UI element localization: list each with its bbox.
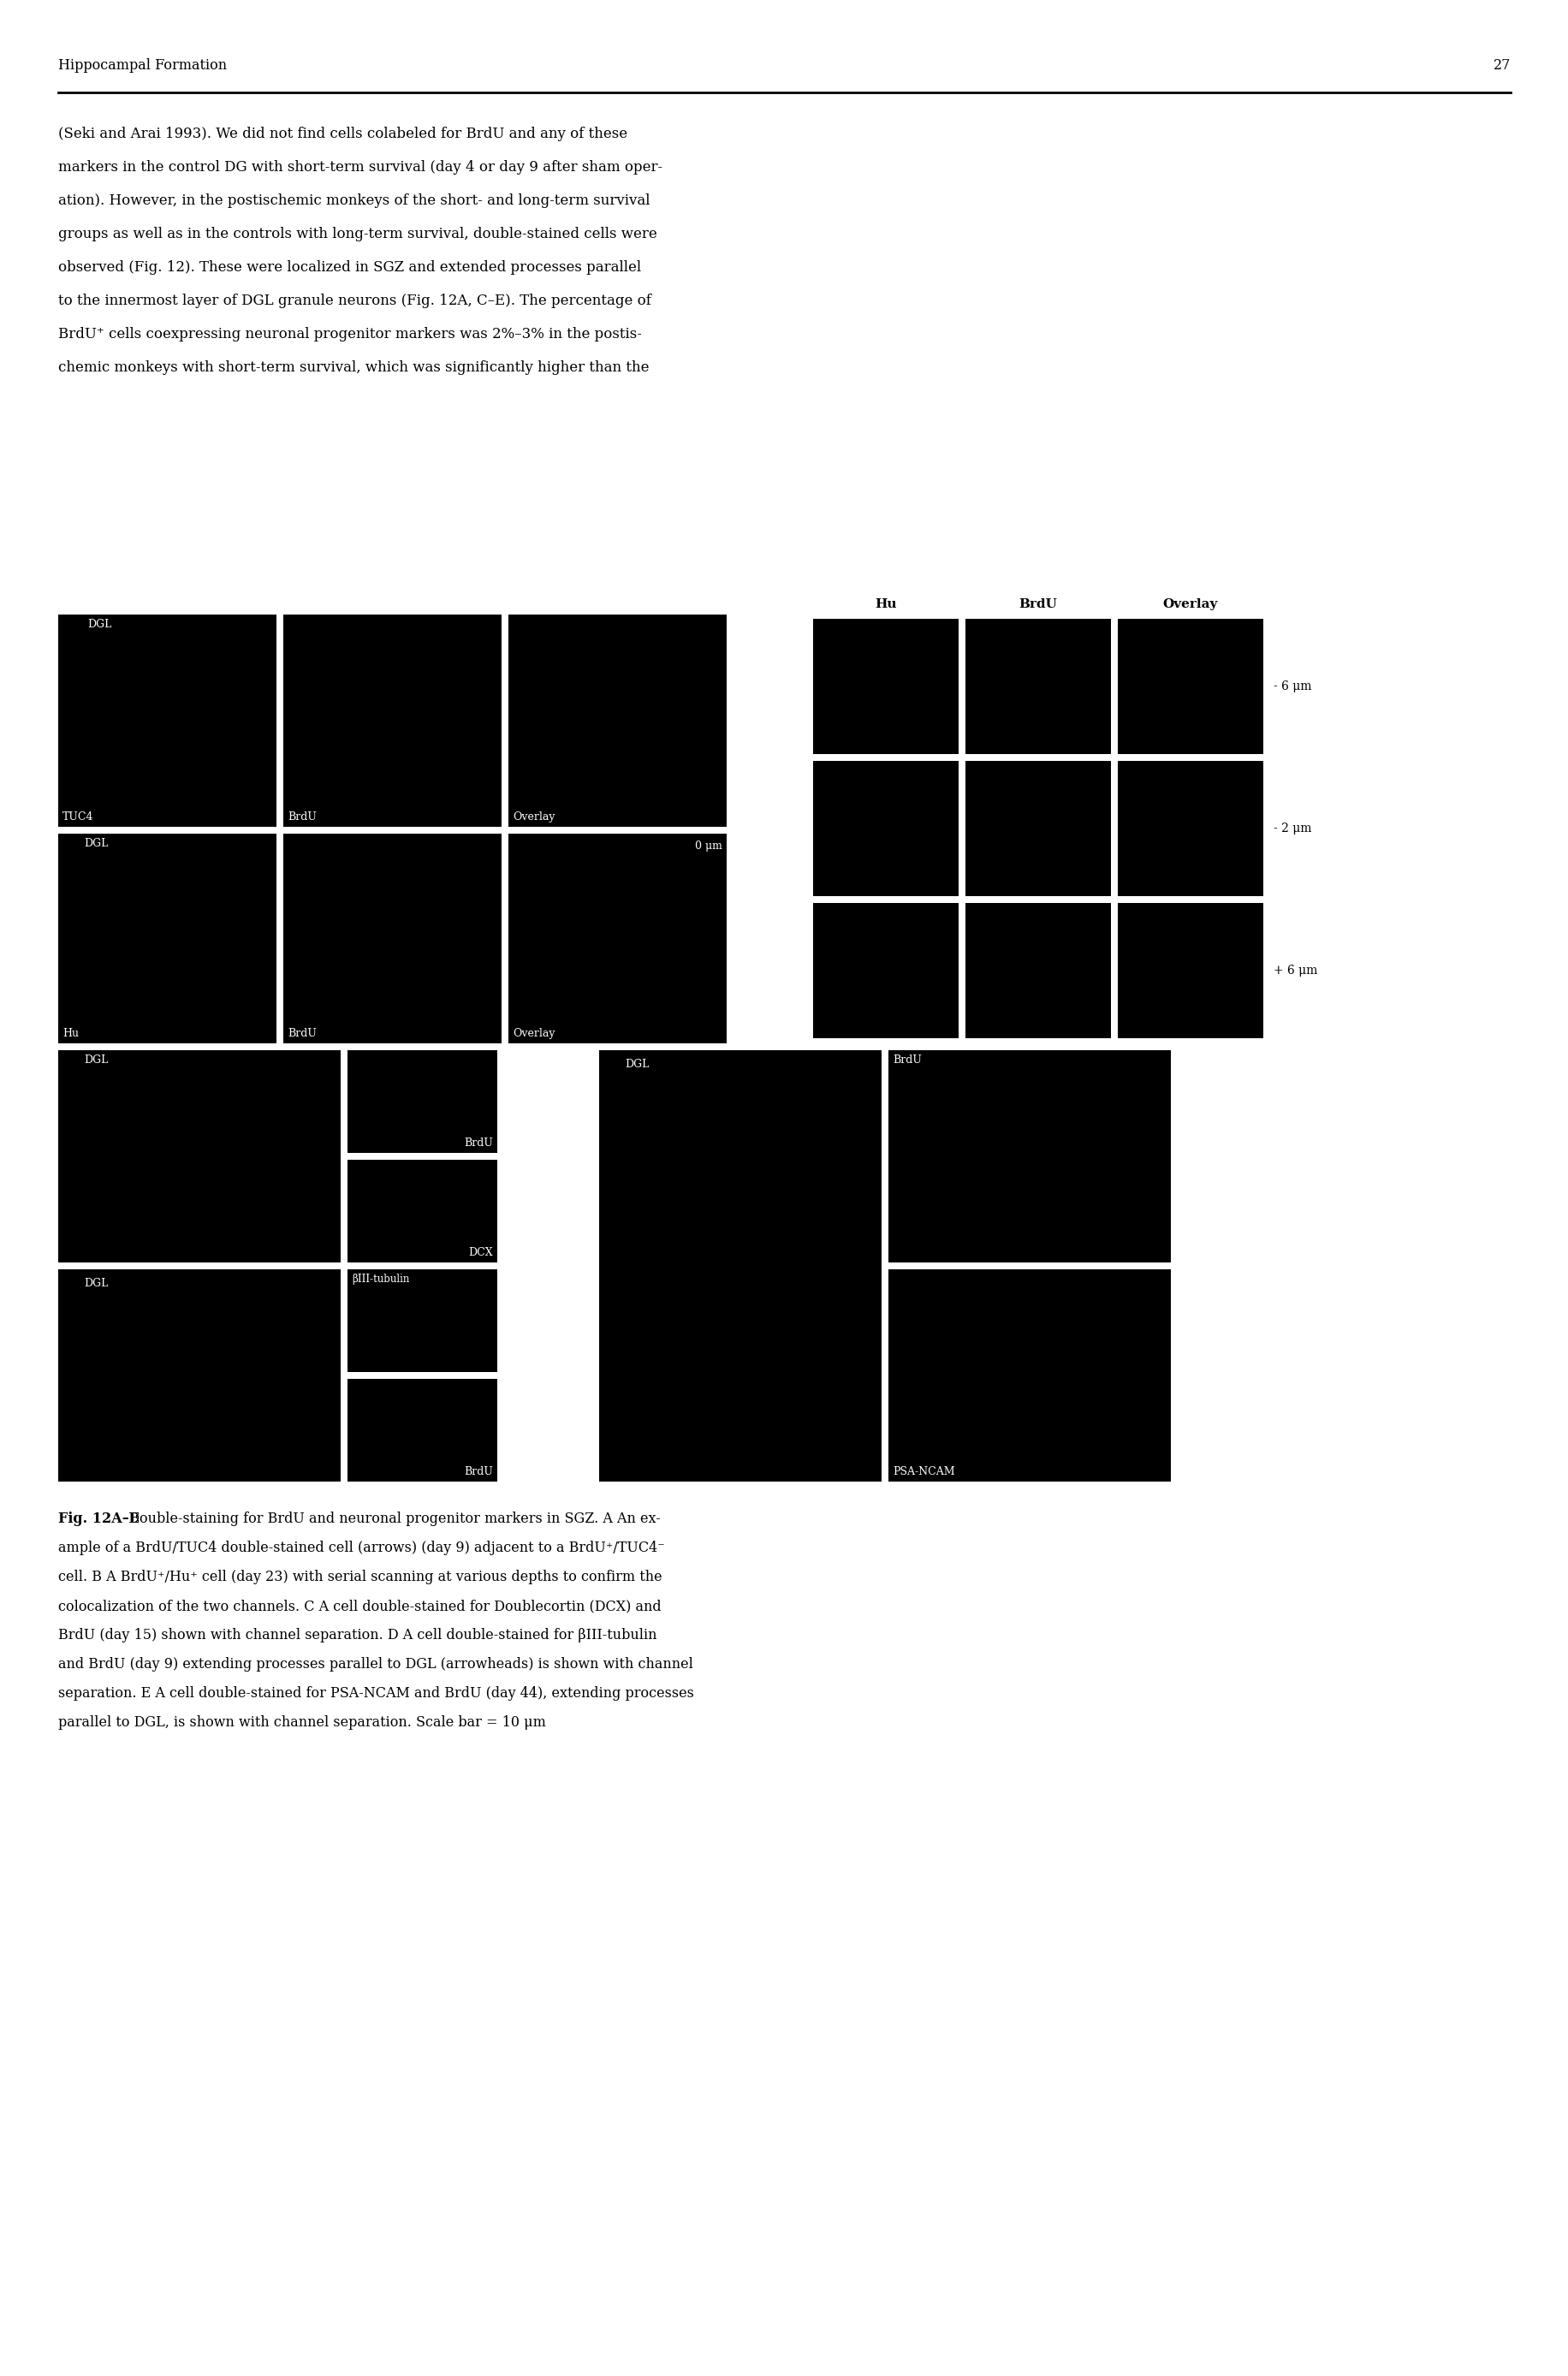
Text: Hu: Hu: [875, 599, 897, 611]
Bar: [964, 618, 1110, 753]
Bar: [1116, 760, 1262, 896]
Text: BrdU: BrdU: [1019, 599, 1057, 611]
Text: Hu: Hu: [63, 1029, 78, 1038]
Bar: [508, 615, 726, 827]
Bar: [284, 615, 502, 827]
Bar: [964, 903, 1110, 1038]
Bar: [1116, 618, 1262, 753]
Text: Overlay: Overlay: [513, 1029, 555, 1038]
Bar: [812, 760, 958, 896]
Text: B: B: [61, 836, 75, 851]
Text: BrdU: BrdU: [287, 810, 317, 822]
Text: A: A: [61, 618, 74, 632]
Text: βIII-tubulin: βIII-tubulin: [351, 1274, 409, 1285]
Bar: [347, 1159, 497, 1262]
Text: PSA-NCAM: PSA-NCAM: [892, 1466, 955, 1478]
Text: E: E: [602, 1053, 615, 1069]
Text: 27: 27: [1493, 57, 1510, 74]
Text: DGL: DGL: [83, 839, 108, 848]
Text: and BrdU (day 9) extending processes parallel to DGL (arrowheads) is shown with : and BrdU (day 9) extending processes par…: [58, 1656, 693, 1673]
Bar: [887, 1269, 1170, 1483]
Text: markers in the control DG with short-term survival (day 4 or day 9 after sham op: markers in the control DG with short-ter…: [58, 159, 662, 173]
Bar: [58, 834, 276, 1043]
Text: Hippocampal Formation: Hippocampal Formation: [58, 57, 227, 74]
Bar: [508, 834, 726, 1043]
Text: chemic monkeys with short-term survival, which was significantly higher than the: chemic monkeys with short-term survival,…: [58, 361, 649, 375]
Bar: [347, 1050, 497, 1152]
Text: - 6 μm: - 6 μm: [1273, 680, 1311, 691]
Text: ample of a BrdU/TUC4 double-stained cell (arrows) (day 9) adjacent to a BrdU⁺/TU: ample of a BrdU/TUC4 double-stained cell…: [58, 1540, 665, 1556]
Text: observed (Fig. 12). These were localized in SGZ and extended processes parallel: observed (Fig. 12). These were localized…: [58, 261, 641, 276]
Bar: [284, 834, 502, 1043]
Text: cell. B A BrdU⁺/Hu⁺ cell (day 23) with serial scanning at various depths to conf: cell. B A BrdU⁺/Hu⁺ cell (day 23) with s…: [58, 1571, 662, 1585]
Text: D: D: [61, 1271, 75, 1288]
Text: DGL: DGL: [83, 1055, 108, 1064]
Text: DGL: DGL: [83, 1278, 108, 1290]
Bar: [1116, 903, 1262, 1038]
Bar: [812, 903, 958, 1038]
Bar: [347, 1269, 497, 1371]
Text: BrdU: BrdU: [287, 1029, 317, 1038]
Text: colocalization of the two channels. C A cell double-stained for Doublecortin (DC: colocalization of the two channels. C A …: [58, 1599, 662, 1613]
Bar: [58, 615, 276, 827]
Bar: [887, 1050, 1170, 1262]
Text: BrdU: BrdU: [892, 1055, 920, 1064]
Bar: [964, 760, 1110, 896]
Text: separation. E A cell double-stained for PSA-NCAM and BrdU (day 44), extending pr: separation. E A cell double-stained for …: [58, 1687, 693, 1701]
Text: BrdU (day 15) shown with channel separation. D A cell double-stained for βIII-tu: BrdU (day 15) shown with channel separat…: [58, 1628, 657, 1642]
Text: BrdU: BrdU: [464, 1466, 492, 1478]
Bar: [599, 1050, 881, 1483]
Text: Fig. 12A–E: Fig. 12A–E: [58, 1511, 140, 1525]
Text: (Seki and Arai 1993). We did not find cells colabeled for BrdU and any of these: (Seki and Arai 1993). We did not find ce…: [58, 126, 627, 140]
Text: DGL: DGL: [624, 1060, 649, 1069]
Text: TUC4: TUC4: [63, 810, 94, 822]
Text: - 2 μm: - 2 μm: [1273, 822, 1311, 834]
Text: 0 μm: 0 μm: [695, 841, 721, 851]
Text: Overlay: Overlay: [513, 810, 555, 822]
Text: ation). However, in the postischemic monkeys of the short- and long-term surviva: ation). However, in the postischemic mon…: [58, 192, 649, 209]
Bar: [58, 1269, 340, 1483]
Text: Overlay: Overlay: [1162, 599, 1217, 611]
Text: groups as well as in the controls with long-term survival, double-stained cells : groups as well as in the controls with l…: [58, 226, 657, 242]
Text: Double-staining for BrdU and neuronal progenitor markers in SGZ. A An ex-: Double-staining for BrdU and neuronal pr…: [119, 1511, 660, 1525]
Text: to the innermost layer of DGL granule neurons (Fig. 12A, C–E). The percentage of: to the innermost layer of DGL granule ne…: [58, 295, 651, 309]
Bar: [812, 618, 958, 753]
Bar: [347, 1378, 497, 1483]
Text: C: C: [61, 1053, 74, 1069]
Text: BrdU⁺ cells coexpressing neuronal progenitor markers was 2%–3% in the postis-: BrdU⁺ cells coexpressing neuronal progen…: [58, 328, 641, 342]
Text: parallel to DGL, is shown with channel separation. Scale bar = 10 μm: parallel to DGL, is shown with channel s…: [58, 1715, 546, 1730]
Text: + 6 μm: + 6 μm: [1273, 965, 1317, 977]
Text: DCX: DCX: [469, 1247, 492, 1259]
Text: DGL: DGL: [88, 618, 111, 630]
Text: BrdU: BrdU: [464, 1138, 492, 1148]
Bar: [58, 1050, 340, 1262]
